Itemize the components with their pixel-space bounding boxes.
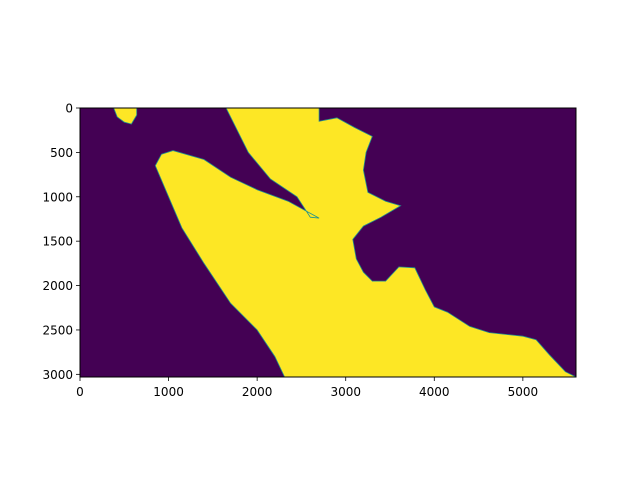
y-axis: 0 500 1000 1500 2000 2500 3000 bbox=[42, 102, 80, 382]
x-axis: 0 1000 2000 3000 4000 5000 bbox=[76, 377, 538, 399]
x-tick-label: 0 bbox=[76, 385, 84, 399]
x-tick-label: 5000 bbox=[508, 385, 539, 399]
plot-area bbox=[79, 107, 577, 378]
plot-frame bbox=[79, 107, 577, 378]
y-tick-label: 2500 bbox=[42, 323, 73, 337]
x-tick-label: 2000 bbox=[242, 385, 273, 399]
y-tick-label: 3000 bbox=[42, 368, 73, 382]
heatmap-region-0 bbox=[113, 108, 138, 125]
x-tick-label: 4000 bbox=[419, 385, 450, 399]
y-tick-label: 1000 bbox=[42, 190, 73, 204]
y-tick-label: 2000 bbox=[42, 279, 73, 293]
x-tick-label: 3000 bbox=[330, 385, 361, 399]
x-tick-label: 1000 bbox=[153, 385, 184, 399]
y-tick-label: 0 bbox=[65, 102, 73, 116]
heatmap-regions bbox=[113, 108, 576, 377]
y-tick-label: 500 bbox=[50, 146, 73, 160]
y-tick-label: 1500 bbox=[42, 235, 73, 249]
heatmap-region-1 bbox=[154, 108, 576, 377]
